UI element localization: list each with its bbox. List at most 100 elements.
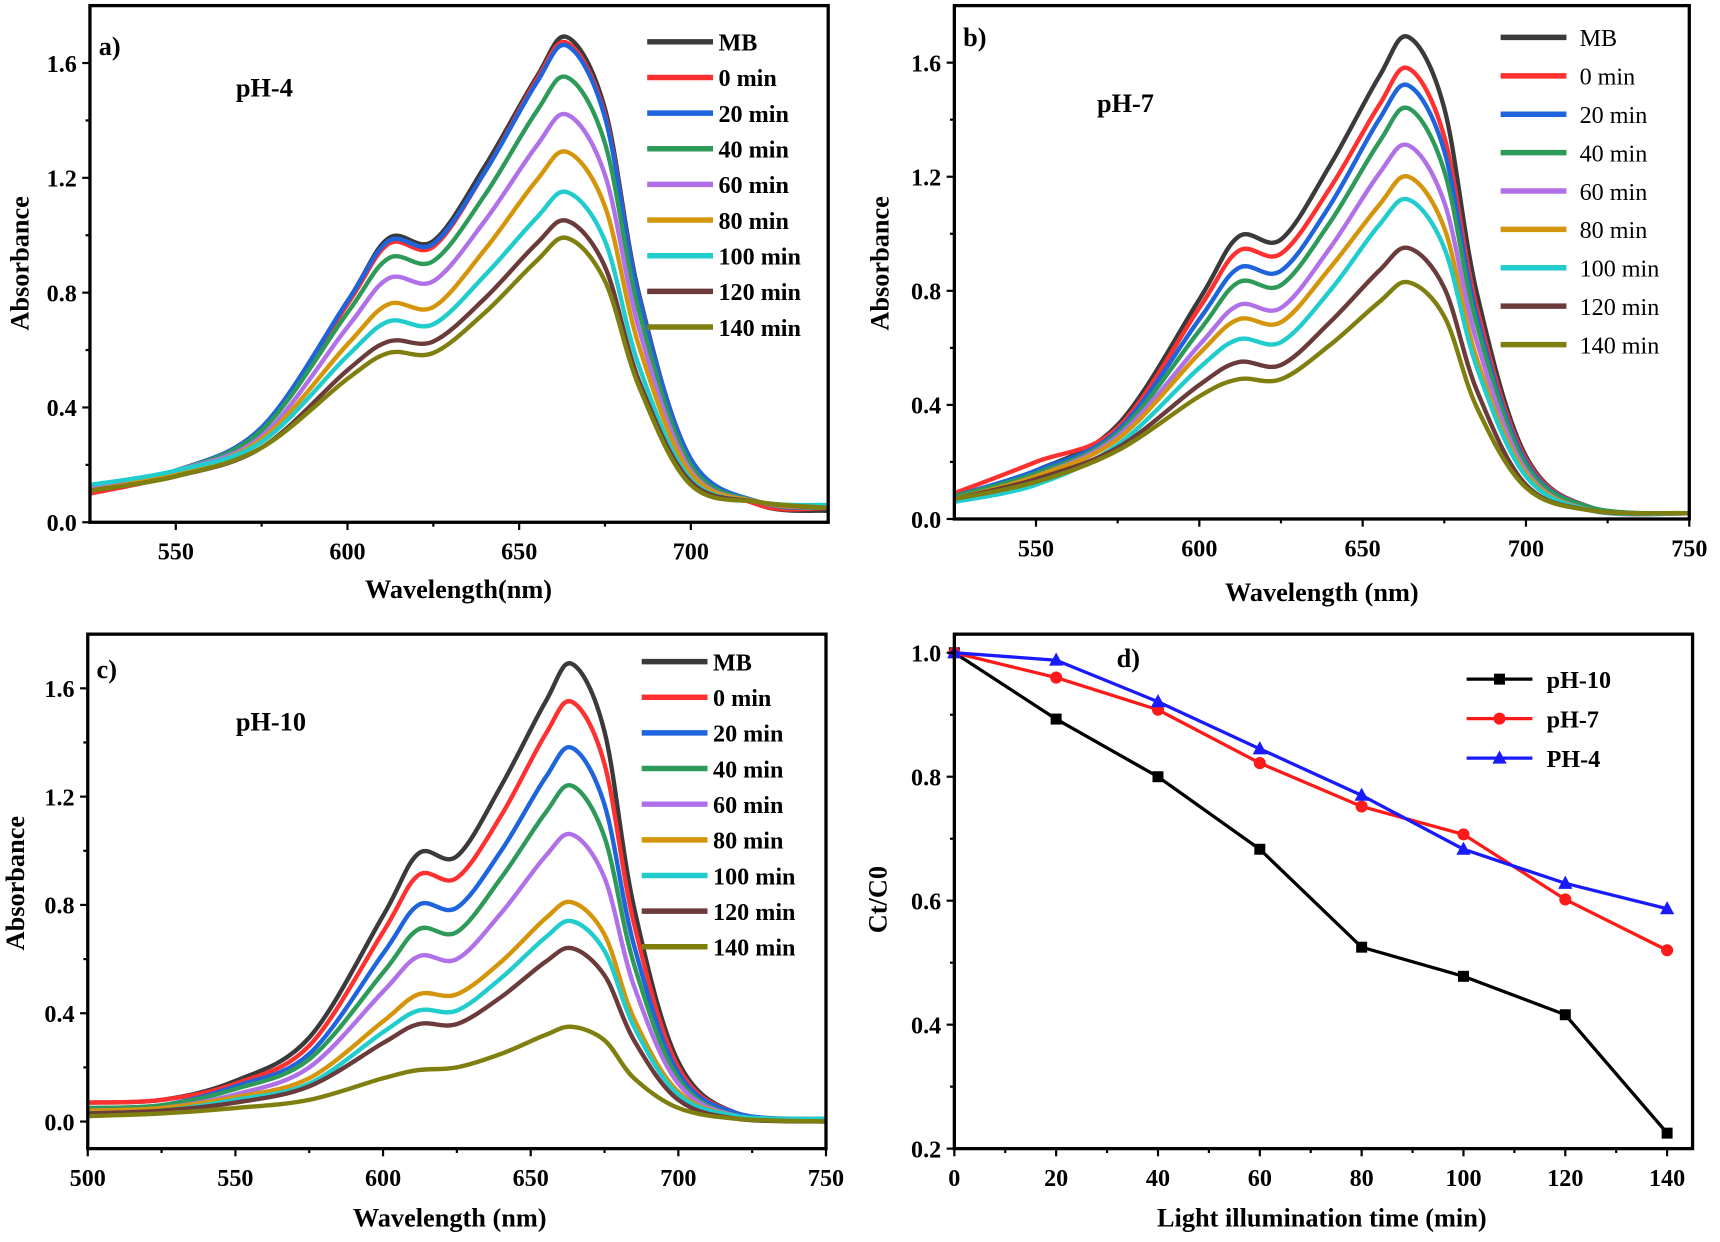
x-axis-label: Wavelength (nm) (1225, 578, 1419, 607)
data-point (1050, 713, 1062, 725)
data-point (1354, 787, 1369, 801)
legend-label: 140 min (713, 935, 796, 962)
panel-label: c) (97, 655, 117, 684)
legend-label: pH-7 (1547, 706, 1599, 733)
y-axis-label: Absorbance (866, 196, 895, 330)
legend-label: 40 min (1580, 140, 1648, 167)
series-line-3 (89, 74, 829, 511)
y-tick-label: 1.6 (44, 676, 74, 703)
y-tick-label: 0.8 (911, 279, 941, 306)
data-point (1050, 671, 1063, 684)
data-point (1253, 757, 1266, 770)
x-tick-label: 750 (1671, 535, 1707, 562)
data-point (1252, 741, 1267, 755)
data-point (1659, 901, 1675, 915)
legend-label: 40 min (718, 137, 789, 164)
x-tick-label: 60 (1248, 1165, 1272, 1192)
x-tick-label: 550 (217, 1165, 253, 1192)
series-line-2 (954, 651, 1668, 911)
series-line-2 (89, 42, 829, 511)
panel-d: pH-10 pH-7 PH-4 0 20 40 60 80 100 120 140 0.2 0.4 0.6… (863, 632, 1695, 1233)
x-tick-label: 650 (513, 1165, 549, 1192)
y-tick-label: 0.8 (44, 893, 74, 920)
series-line-1 (954, 651, 1668, 952)
data-point (1150, 694, 1166, 708)
legend-label: 80 min (713, 828, 784, 855)
data-point (1456, 841, 1471, 855)
series-line-6 (954, 196, 1690, 517)
panel-label: b) (963, 23, 986, 52)
data-point (1559, 893, 1572, 906)
legend-label: 20 min (713, 721, 784, 748)
y-tick-label: 1.6 (911, 50, 941, 77)
series-line-6 (89, 189, 829, 508)
legend-label: 0 min (718, 65, 777, 92)
series-line-6 (87, 918, 826, 1122)
ph-annotation: pH-4 (236, 74, 293, 103)
data-point (1355, 800, 1368, 813)
legend-label: 140 min (718, 315, 801, 342)
series-line-8 (954, 279, 1690, 516)
x-tick-label: 750 (808, 1165, 844, 1192)
legend-label: 60 min (718, 172, 789, 199)
x-tick-label: 550 (158, 539, 194, 566)
series-line-7 (87, 945, 826, 1124)
x-tick-label: 500 (70, 1165, 106, 1192)
y-tick-label: 1.2 (911, 165, 941, 192)
x-tick-label: 140 (1649, 1165, 1685, 1192)
series-line-0 (89, 34, 829, 514)
legend-marker (1492, 750, 1507, 764)
series-line-3 (954, 105, 1690, 516)
data-point (1559, 1009, 1571, 1021)
legend-marker (1494, 673, 1505, 685)
x-tick-label: 40 (1146, 1165, 1170, 1192)
x-tick-label: 700 (673, 539, 709, 566)
panel-a: MB 0 min 20 min 40 min 60 min 80 min 100 min 12… (6, 3, 830, 604)
series-line-3 (87, 783, 826, 1123)
y-tick-label: 1.6 (47, 51, 77, 78)
series-line-2 (87, 745, 826, 1122)
legend-label: 80 min (718, 208, 789, 235)
y-tick-label: 0.6 (911, 888, 941, 915)
legend-label: 40 min (713, 756, 784, 783)
y-axis-label: Absorbance (6, 196, 35, 330)
legend-label: 100 min (1580, 256, 1660, 283)
series-line-1 (89, 39, 829, 512)
legend-label: MB (718, 30, 757, 57)
legend-marker (1493, 712, 1506, 725)
x-tick-label: 650 (501, 539, 537, 566)
series-line-5 (87, 899, 826, 1122)
x-tick-label: 600 (1181, 535, 1217, 562)
panel-label: a) (99, 32, 121, 61)
y-tick-label: 0.0 (911, 507, 941, 534)
x-tick-label: 550 (1018, 535, 1054, 562)
x-tick-label: 650 (1345, 535, 1381, 562)
plot-frame (88, 3, 830, 524)
x-tick-label: 20 (1044, 1165, 1068, 1192)
series-line-8 (87, 1024, 826, 1124)
data-point (1049, 652, 1064, 666)
data-point (1152, 771, 1164, 783)
legend-label: 100 min (713, 863, 796, 890)
legend-label: 60 min (1580, 179, 1648, 206)
legend-label: 80 min (1580, 217, 1648, 244)
legend-label: 20 min (1580, 102, 1648, 129)
y-tick-label: 1.2 (47, 166, 77, 193)
y-tick-label: 0.4 (47, 395, 77, 422)
series-line-4 (89, 111, 829, 511)
data-point (1457, 828, 1470, 841)
y-axis-label: Ct/C0 (863, 866, 892, 933)
legend-label: 120 min (718, 279, 801, 306)
x-axis-label: Wavelength (nm) (353, 1204, 547, 1233)
series-line-1 (954, 65, 1690, 516)
x-tick-label: 600 (365, 1165, 401, 1192)
series-line-8 (89, 235, 829, 511)
series-line-4 (87, 831, 826, 1122)
legend-label: 0 min (713, 685, 772, 712)
legend-label: 140 min (1580, 332, 1660, 359)
series-line-0 (87, 661, 826, 1122)
y-tick-label: 0.8 (911, 765, 941, 792)
data-point (1254, 843, 1266, 855)
y-tick-label: 0.0 (47, 510, 77, 537)
